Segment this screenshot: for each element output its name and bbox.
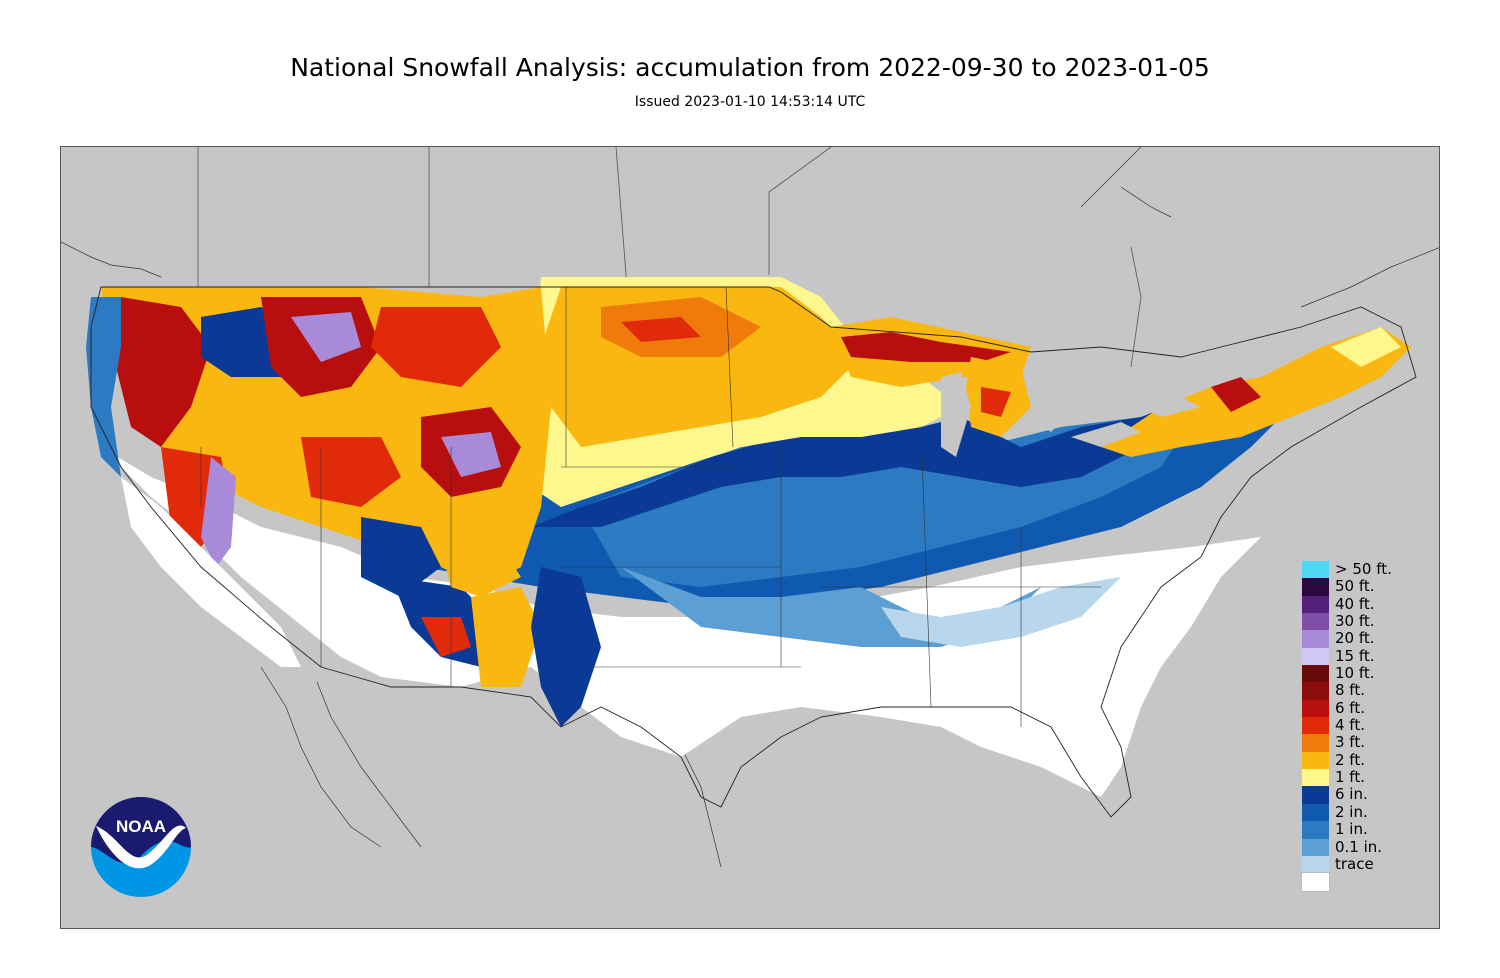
snowfall-map-svg — [61, 147, 1439, 868]
legend-label: 1 ft. — [1335, 768, 1365, 787]
legend-label: > 50 ft. — [1335, 560, 1392, 578]
legend-label: 6 in. — [1335, 785, 1368, 804]
legend-swatch — [1302, 769, 1329, 787]
legend-swatch — [1302, 717, 1329, 735]
map-title: National Snowfall Analysis: accumulation… — [290, 53, 1210, 82]
legend-swatch — [1302, 595, 1329, 614]
legend-label: 8 ft. — [1335, 681, 1365, 700]
legend-swatch — [1302, 647, 1329, 666]
legend-label: 50 ft. — [1335, 577, 1375, 596]
legend-label: 20 ft. — [1335, 629, 1375, 648]
legend-swatch — [1302, 838, 1329, 856]
coastlines — [61, 147, 1439, 868]
legend-swatch — [1302, 630, 1329, 648]
issued-timestamp: Issued 2023-01-10 14:53:14 UTC — [634, 94, 866, 110]
noaa-logo-text: NOAA — [116, 817, 166, 836]
conus-snowfall — [86, 277, 1411, 797]
legend-label: 0.1 in. — [1335, 837, 1383, 856]
legend-label: 3 ft. — [1335, 733, 1365, 752]
legend-label: 2 in. — [1335, 802, 1368, 821]
legend-swatch — [1302, 786, 1329, 804]
legend-label: 10 ft. — [1335, 664, 1375, 683]
legend-swatch — [1302, 561, 1329, 579]
legend-swatch — [1302, 665, 1329, 683]
legend-label: 40 ft. — [1335, 594, 1375, 613]
snowfall-map — [60, 146, 1440, 929]
canada-borders — [197, 147, 1142, 368]
legend-swatch — [1302, 682, 1329, 700]
legend-label: 4 ft. — [1335, 716, 1365, 735]
legend-label: 15 ft. — [1335, 646, 1375, 665]
legend-label: trace — [1335, 854, 1374, 873]
legend-swatch — [1302, 699, 1329, 718]
legend-swatch — [1302, 855, 1329, 874]
legend-swatch — [1302, 578, 1329, 596]
legend-swatch — [1302, 821, 1329, 839]
legend-swatch — [1302, 734, 1329, 752]
legend-swatch — [1302, 803, 1329, 822]
legend-label: 30 ft. — [1335, 612, 1375, 631]
legend-label: 2 ft. — [1335, 750, 1365, 769]
legend-label: 6 ft. — [1335, 698, 1365, 717]
legend-swatch — [1302, 613, 1329, 631]
legend-label: 1 in. — [1335, 820, 1368, 839]
noaa-logo: NOAA — [91, 797, 191, 897]
legend-swatch — [1302, 751, 1329, 770]
state-borders — [200, 286, 1101, 727]
legend-swatch — [1301, 872, 1330, 892]
